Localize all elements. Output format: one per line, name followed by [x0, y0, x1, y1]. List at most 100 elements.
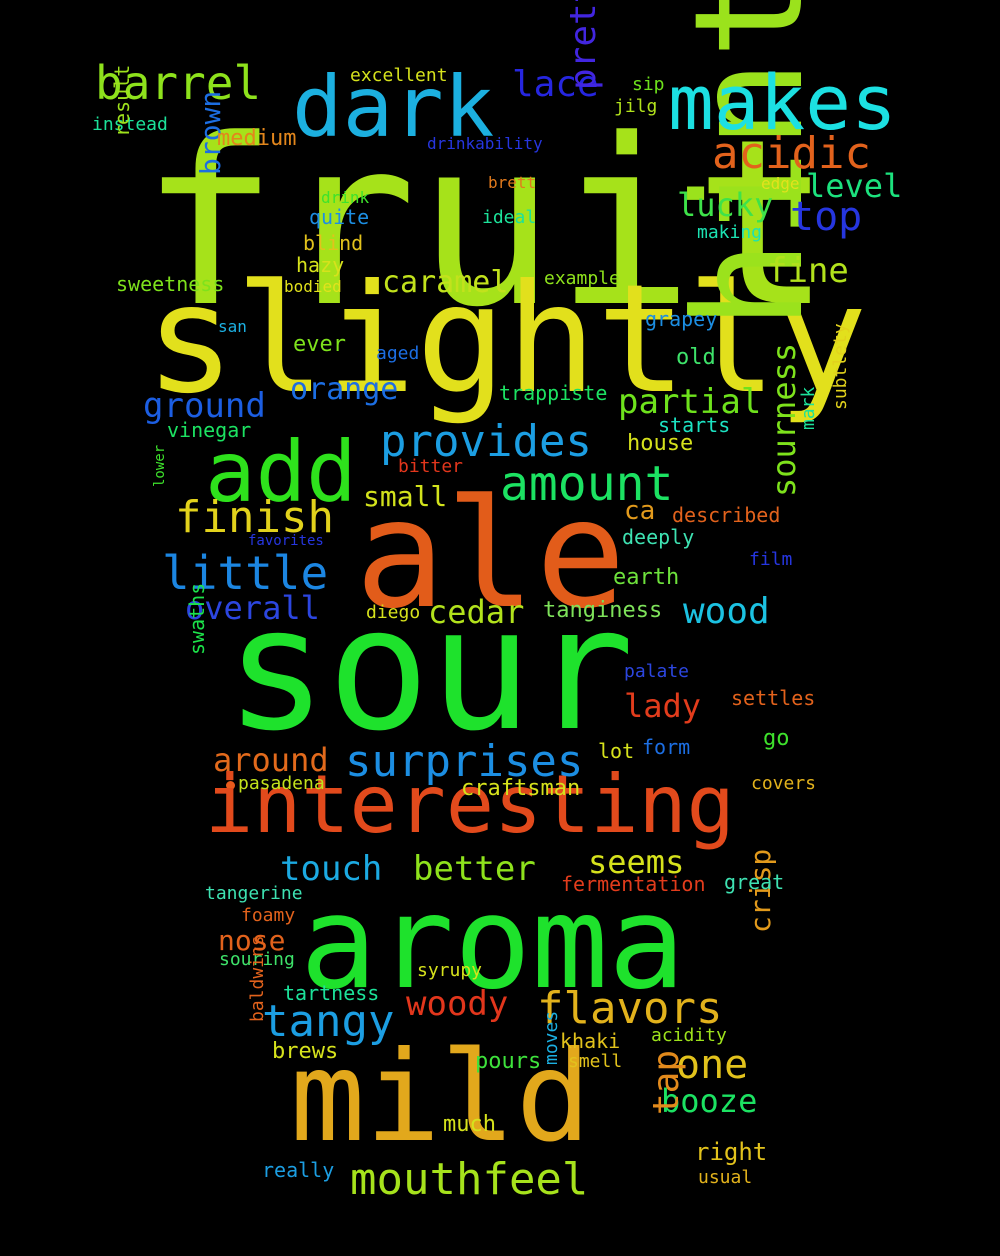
- word-top: top: [790, 194, 863, 240]
- word-slightly: slightly: [145, 253, 868, 427]
- word-result: result: [110, 64, 134, 137]
- word-touch: touch: [280, 849, 383, 889]
- word-subtlety: subtlety: [830, 323, 851, 410]
- word-usual: usual: [698, 1167, 753, 1188]
- word-baldwins: baldwins: [247, 935, 268, 1022]
- word-excellent: excellent: [350, 65, 448, 86]
- word-described: described: [672, 503, 781, 527]
- word-mouthfeel: mouthfeel: [350, 1154, 589, 1205]
- word-aged: aged: [376, 343, 420, 364]
- word-great: great: [724, 870, 785, 894]
- word-ale: ale: [355, 468, 626, 642]
- word-seems: seems: [588, 843, 685, 881]
- word-bitter: bitter: [398, 456, 464, 477]
- word-drink: drink: [321, 188, 370, 207]
- word-moves: moves: [541, 1010, 562, 1065]
- word-much: much: [443, 1112, 496, 1137]
- word-ground: ground: [143, 386, 266, 426]
- word-covers: covers: [751, 773, 817, 794]
- word-tartness: tartness: [283, 981, 380, 1005]
- word-sip: sip: [632, 74, 665, 95]
- word-pasadena: pasadena: [238, 773, 325, 794]
- word-around: around: [213, 741, 329, 779]
- word-jilg: jilg: [614, 96, 658, 117]
- word-lower: lower: [152, 444, 168, 487]
- word-tanginess: tanginess: [543, 598, 663, 623]
- word-souring: souring: [219, 949, 295, 970]
- word-nose: nose: [218, 924, 286, 957]
- word-deeply: deeply: [622, 525, 695, 549]
- word-really: really: [262, 1158, 335, 1182]
- word-ever: ever: [293, 332, 346, 357]
- word-right: right: [695, 1138, 768, 1166]
- word-foamy: foamy: [241, 905, 296, 926]
- word-ca: ca: [624, 496, 656, 526]
- word-film: film: [749, 549, 793, 570]
- word-acidity: acidity: [651, 1025, 727, 1046]
- word-lace: lace: [512, 64, 599, 105]
- word-khaki: khaki: [560, 1029, 621, 1053]
- word-earth: earth: [613, 565, 680, 590]
- word-diego: diego: [366, 602, 421, 623]
- word-sour: sour: [225, 571, 635, 769]
- word-interesting: interesting: [205, 758, 735, 851]
- word-edge: edge: [761, 174, 800, 193]
- word-example: example: [544, 268, 620, 289]
- word-brett: brett: [488, 173, 537, 192]
- word-fermentation: fermentation: [561, 872, 706, 896]
- word-grapey: grapey: [645, 307, 718, 331]
- word-hazy: hazy: [296, 253, 345, 277]
- word-brews: brews: [272, 1039, 339, 1064]
- word-mark: mark: [798, 386, 819, 430]
- word-wood: wood: [683, 591, 770, 632]
- word-tangerine: tangerine: [205, 883, 303, 904]
- word-tangy: tangy: [262, 996, 395, 1047]
- word-fruit: fruit: [140, 91, 833, 358]
- word-flavors: flavors: [537, 983, 723, 1034]
- word-lot: lot: [598, 739, 635, 763]
- word-booze: booze: [661, 1082, 758, 1120]
- word-barrel: barrel: [95, 56, 262, 110]
- word-sweetness: sweetness: [116, 272, 225, 296]
- word-go: go: [763, 726, 790, 751]
- word-ideal: ideal: [482, 207, 537, 228]
- word-swaths: swaths: [185, 582, 209, 655]
- word-acidic: acidic: [712, 128, 871, 179]
- word-provides: provides: [380, 416, 592, 467]
- word-sourness: sourness: [765, 342, 803, 497]
- word-bodied: bodied: [284, 277, 342, 296]
- word-surprises: surprises: [345, 736, 584, 787]
- word-one: one: [676, 1042, 749, 1088]
- word-tap: tap: [646, 1049, 687, 1115]
- word-lady: lady: [624, 687, 702, 725]
- word-add: add: [205, 423, 357, 521]
- word-medium: medium: [217, 126, 297, 151]
- word-quite: quite: [309, 205, 370, 229]
- word-syrupy: syrupy: [417, 960, 483, 981]
- word-dark: dark: [292, 58, 495, 156]
- word-instead: instead: [92, 114, 168, 135]
- word-caramel: caramel: [382, 265, 509, 300]
- word-small: small: [363, 480, 448, 513]
- word-woody: woody: [406, 984, 509, 1024]
- word-old: old: [676, 345, 716, 370]
- word-mild: mild: [290, 1025, 592, 1170]
- word-drinkability: drinkability: [427, 134, 543, 153]
- word-starts: starts: [658, 413, 731, 437]
- word-little: little: [162, 546, 329, 600]
- word-partial: partial: [618, 382, 762, 422]
- word-house: house: [627, 431, 694, 456]
- word-overall: overall: [185, 589, 320, 627]
- word-pretty: pretty: [563, 0, 604, 90]
- word-blind: blind: [303, 231, 364, 255]
- word-orange: orange: [290, 372, 399, 407]
- word-aroma: aroma: [300, 869, 686, 1018]
- word-level: level: [806, 167, 903, 205]
- word-san: san: [218, 317, 247, 336]
- word-form: form: [642, 735, 691, 759]
- word-vinegar: vinegar: [167, 418, 252, 442]
- word-pours: pours: [475, 1049, 542, 1074]
- word-fine: fine: [767, 251, 849, 291]
- word-trappiste: trappiste: [499, 381, 608, 405]
